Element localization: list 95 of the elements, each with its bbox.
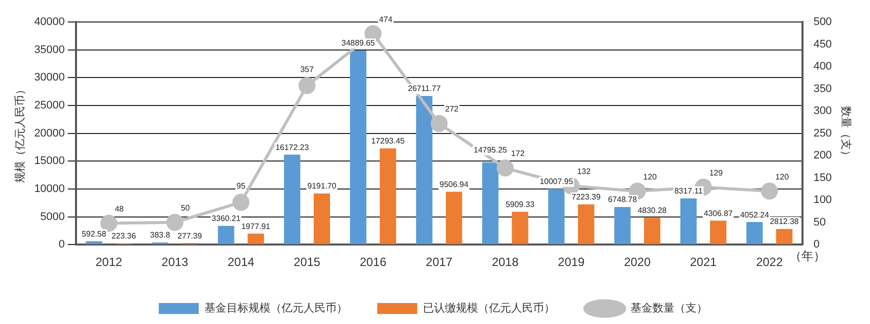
x-tick-label: 2012	[95, 255, 122, 270]
data-label: 4306.87	[704, 208, 734, 218]
data-label: 172	[511, 149, 526, 158]
y-tick-label: 40000	[34, 16, 65, 28]
bar	[482, 162, 498, 244]
data-label: 48	[114, 204, 124, 214]
x-tick-label: 2019	[558, 255, 585, 270]
y-tick-label: 20000	[34, 127, 65, 140]
bar	[314, 193, 330, 244]
y-tick-label: 35000	[34, 44, 65, 56]
bar	[248, 234, 264, 244]
data-label: 8317.11	[674, 186, 704, 196]
data-label: 14795.25	[474, 145, 508, 154]
data-label: 34889.65	[342, 38, 376, 48]
data-label: 50	[180, 204, 190, 213]
y2-tick-label: 400	[813, 60, 832, 73]
y2-tick-label: 450	[813, 38, 832, 50]
data-label: 1977.91	[241, 222, 271, 231]
data-label: 6748.78	[608, 195, 638, 204]
point	[166, 214, 184, 231]
data-label: 474	[379, 14, 393, 24]
bar	[284, 154, 300, 244]
y2-tick-label: 50	[813, 216, 826, 228]
bar	[614, 207, 631, 244]
data-label: 16172.23	[275, 142, 310, 152]
y2-axis-title: 数量（支）	[839, 106, 852, 161]
data-label: 272	[445, 104, 460, 114]
data-label: 383.8	[150, 230, 171, 240]
data-label: 9506.94	[440, 180, 469, 189]
y2-tick-label: 150	[813, 172, 832, 184]
data-label: 7223.39	[572, 192, 602, 202]
x-tick-label: 2017	[426, 255, 453, 270]
point	[298, 77, 316, 94]
data-label: 4830.28	[638, 206, 668, 215]
y-tick-label: 5000	[40, 210, 65, 223]
bar	[680, 198, 697, 244]
point	[496, 160, 514, 177]
bar	[380, 148, 396, 244]
data-label: 357	[300, 64, 314, 74]
legend-label: 已认缴规模（亿元人民币）	[422, 302, 555, 315]
bar	[710, 220, 726, 244]
x-tick-label: 2013	[162, 255, 189, 270]
y2-tick-label: 500	[813, 16, 832, 28]
legend-label: 基金数量（支）	[630, 302, 708, 315]
bar	[416, 96, 432, 244]
data-label: 10007.95	[540, 177, 574, 186]
x-tick-label: 2015	[294, 255, 321, 270]
bar	[218, 226, 234, 244]
data-label: 129	[709, 168, 724, 178]
x-axis-title: （年）	[789, 248, 826, 263]
data-label: 4052.24	[740, 210, 770, 220]
data-label: 132	[577, 167, 592, 176]
y2-tick-label: 250	[813, 127, 832, 140]
data-label: 3360.21	[212, 214, 242, 224]
y-axis-title: 规模（亿元人民币）	[14, 84, 27, 183]
x-tick-label: 2018	[492, 255, 519, 270]
x-tick-label: 2016	[360, 255, 387, 270]
bar	[776, 228, 792, 244]
y2-tick-label: 200	[813, 150, 832, 162]
data-label: 26711.77	[408, 84, 442, 94]
bar	[446, 192, 462, 244]
point	[100, 214, 118, 232]
bar	[548, 188, 565, 244]
y2-tick-label: 0	[813, 238, 820, 251]
x-tick-label: 2022	[756, 255, 784, 270]
point	[760, 182, 778, 200]
data-label: 95	[236, 182, 246, 191]
bar	[746, 222, 763, 244]
y-tick-label: 10000	[34, 182, 65, 195]
point	[430, 115, 448, 132]
data-label: 5909.33	[506, 200, 536, 209]
bar	[644, 218, 660, 244]
data-label: 277.39	[178, 231, 203, 240]
y2-tick-label: 350	[813, 82, 832, 95]
bar	[578, 204, 594, 244]
data-label: 17293.45	[371, 136, 406, 146]
bar	[512, 212, 528, 244]
data-label: 120	[775, 172, 790, 182]
y-tick-label: 0	[58, 238, 65, 251]
x-tick-label: 2020	[624, 255, 651, 270]
bar	[350, 50, 366, 244]
x-tick-label: 2014	[228, 255, 255, 270]
y2-tick-label: 300	[813, 105, 832, 118]
legend-label: 基金目标规模（亿元人民币）	[204, 302, 348, 315]
y-tick-label: 25000	[34, 100, 65, 112]
data-label: 592.58	[82, 230, 107, 239]
data-label: 2812.38	[770, 217, 800, 226]
data-label: 223.36	[111, 232, 136, 241]
point	[232, 194, 250, 211]
y-tick-label: 30000	[34, 72, 65, 84]
y-tick-label: 15000	[34, 155, 65, 168]
data-label: 9191.70	[307, 182, 337, 191]
data-label: 120	[643, 172, 658, 182]
y2-tick-label: 100	[813, 194, 832, 206]
x-tick-label: 2021	[690, 255, 718, 270]
